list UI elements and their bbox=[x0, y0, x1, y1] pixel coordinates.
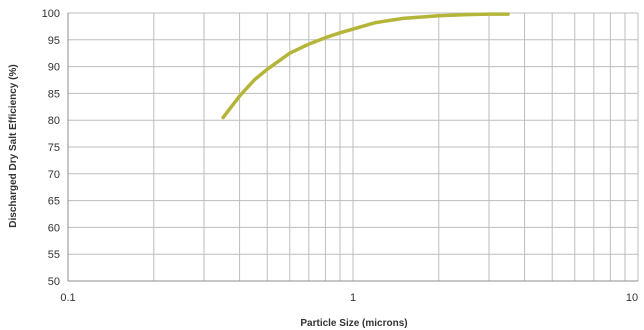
y-tick-label: 85 bbox=[48, 88, 60, 100]
y-axis-label: Discharged Dry Salt Efficiency (%) bbox=[8, 64, 19, 227]
x-tick-label: 10 bbox=[626, 292, 638, 304]
y-tick-label: 90 bbox=[48, 62, 60, 74]
x-tick-label: 1 bbox=[350, 292, 356, 304]
series-line-0 bbox=[221, 12, 510, 120]
y-tick-label: 80 bbox=[48, 115, 60, 127]
series-layer bbox=[221, 12, 510, 120]
y-tick-label: 65 bbox=[48, 196, 60, 208]
y-tick-label: 75 bbox=[48, 142, 60, 154]
x-axis-label: Particle Size (microns) bbox=[300, 318, 407, 329]
x-tick-label: 0.1 bbox=[60, 292, 75, 304]
y-tick-label: 50 bbox=[48, 276, 60, 288]
y-tick-label: 60 bbox=[48, 222, 60, 234]
tick-labels: 50 55 60 65 70 75 80 85 90 95 100 0.1 1 10 bbox=[42, 8, 638, 304]
y-tick-label: 55 bbox=[48, 249, 60, 261]
y-tick-label: 95 bbox=[48, 35, 60, 47]
grid bbox=[67, 12, 639, 282]
y-tick-label: 70 bbox=[48, 169, 60, 181]
y-tick-label: 100 bbox=[42, 8, 60, 20]
